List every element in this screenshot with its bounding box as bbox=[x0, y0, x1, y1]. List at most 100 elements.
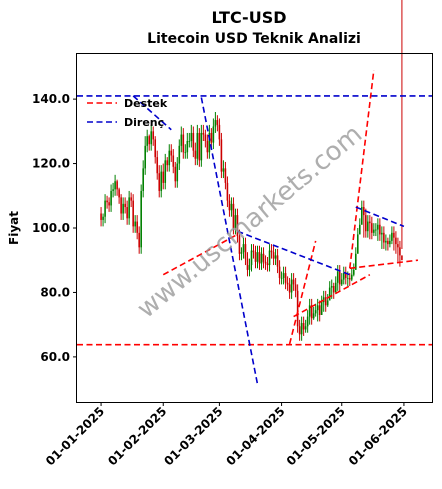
candle-body bbox=[176, 163, 179, 182]
candle-body bbox=[260, 253, 263, 264]
candle-body bbox=[282, 273, 285, 278]
candle-body bbox=[296, 290, 299, 327]
resistance-trend-line bbox=[237, 230, 351, 276]
candles bbox=[100, 0, 403, 341]
candle-body bbox=[158, 173, 161, 191]
candle-body bbox=[212, 126, 215, 143]
candle-body bbox=[371, 223, 373, 233]
candle-body bbox=[290, 279, 293, 293]
candle-body bbox=[332, 286, 335, 293]
candle-body bbox=[389, 240, 391, 245]
candle-body bbox=[110, 190, 112, 206]
candle-body bbox=[126, 207, 128, 219]
candle-body bbox=[208, 132, 211, 153]
candle-body bbox=[214, 120, 217, 127]
candle-body bbox=[180, 134, 183, 146]
candle-body bbox=[150, 131, 153, 145]
candle-body bbox=[194, 150, 197, 159]
candle-body bbox=[156, 157, 159, 174]
y-tick-label: 120.0 bbox=[32, 157, 70, 171]
candle-body bbox=[399, 247, 401, 256]
candle-body bbox=[160, 171, 163, 191]
candle-body bbox=[348, 277, 351, 280]
trend-lines bbox=[132, 70, 419, 385]
candle-body bbox=[304, 326, 307, 330]
candle-body bbox=[190, 132, 193, 141]
candle-body bbox=[268, 250, 271, 266]
candle-body bbox=[316, 305, 319, 311]
candle-body bbox=[334, 282, 337, 293]
candle-body bbox=[298, 326, 301, 335]
candle-body bbox=[252, 250, 255, 253]
candle-body bbox=[288, 284, 291, 293]
y-tick-label: 80.0 bbox=[40, 285, 70, 299]
candle-body bbox=[154, 139, 157, 158]
horizontal-lines bbox=[77, 95, 432, 346]
candle-body bbox=[136, 221, 138, 233]
support-trend-line bbox=[293, 274, 371, 318]
candle-body bbox=[262, 253, 265, 262]
candle-body bbox=[300, 323, 303, 335]
candle-body bbox=[162, 171, 165, 183]
candle-body bbox=[204, 134, 207, 141]
candle-body bbox=[148, 136, 151, 145]
candle-body bbox=[170, 150, 173, 156]
candle-body bbox=[164, 160, 167, 183]
candle-body bbox=[330, 286, 333, 288]
candle-body bbox=[272, 252, 275, 259]
candle-body bbox=[284, 273, 287, 283]
candle-body bbox=[230, 203, 233, 211]
candle-body bbox=[112, 189, 114, 191]
candle-body bbox=[100, 213, 102, 220]
candle-body bbox=[393, 232, 395, 238]
candle-body bbox=[238, 236, 241, 254]
candle-body bbox=[387, 240, 389, 245]
x-tick-label: 01-05-2025 bbox=[284, 404, 348, 468]
candle-body bbox=[102, 216, 104, 220]
legend-label: Direnç bbox=[124, 116, 164, 129]
candle-body bbox=[210, 132, 213, 143]
candle-body bbox=[198, 132, 201, 161]
candle-body bbox=[206, 141, 209, 153]
candle-body bbox=[222, 168, 225, 172]
resistance-trend-line bbox=[200, 97, 259, 385]
candle-body bbox=[294, 284, 297, 291]
candle-body bbox=[340, 279, 343, 285]
candle-body bbox=[342, 273, 345, 280]
candle-body bbox=[356, 234, 359, 254]
watermark: www.uscmarkets.com bbox=[132, 119, 369, 324]
candle-body bbox=[308, 305, 311, 317]
candle-body bbox=[318, 305, 321, 315]
chart-title: LTC-USD bbox=[211, 8, 286, 27]
candle-body bbox=[242, 244, 245, 253]
y-tick-label: 60.0 bbox=[40, 350, 70, 364]
candle-body bbox=[397, 244, 399, 248]
legend-label: Destek bbox=[124, 97, 168, 110]
candle-body bbox=[120, 197, 122, 214]
y-axis: 60.0 80.0 100.0 120.0 140.0 bbox=[32, 92, 77, 364]
candle-body bbox=[168, 150, 171, 166]
candle-body bbox=[344, 273, 347, 278]
candle-body bbox=[122, 203, 124, 214]
candle-body bbox=[152, 131, 155, 140]
legend: Destek Direnç bbox=[87, 97, 168, 129]
candle-body bbox=[146, 136, 148, 146]
candle-body bbox=[178, 145, 181, 164]
resistance-trend-line bbox=[355, 206, 405, 228]
candle-body bbox=[375, 229, 377, 231]
candle-body bbox=[184, 152, 187, 154]
candle-body bbox=[328, 287, 331, 301]
candle-body bbox=[108, 202, 110, 206]
candle-body bbox=[196, 132, 199, 159]
support-trend-line bbox=[162, 233, 238, 276]
x-tick-label: 01-04-2025 bbox=[224, 404, 288, 468]
candle-body bbox=[250, 250, 253, 266]
candle-body bbox=[310, 305, 313, 319]
candle-body bbox=[116, 181, 118, 190]
candle-body bbox=[138, 232, 140, 248]
candle-body bbox=[361, 207, 363, 225]
candle-body bbox=[352, 269, 355, 275]
x-axis: 01-01-202501-02-202501-03-202501-04-2025… bbox=[43, 402, 410, 468]
candle-body bbox=[280, 277, 283, 279]
